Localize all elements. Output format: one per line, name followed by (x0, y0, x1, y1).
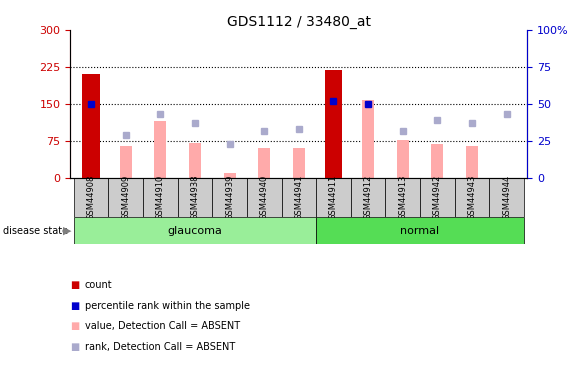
Text: GSM44910: GSM44910 (156, 175, 165, 220)
Text: GSM44938: GSM44938 (190, 175, 199, 220)
Text: ▶: ▶ (63, 226, 72, 236)
Text: value, Detection Call = ABSENT: value, Detection Call = ABSENT (85, 321, 240, 331)
Text: GSM44944: GSM44944 (502, 175, 511, 220)
Bar (420, 178, 455, 218)
Bar (362, 100, 374, 178)
Text: GSM44943: GSM44943 (468, 175, 476, 220)
Bar (397, 140, 409, 178)
Bar (316, 178, 351, 218)
Text: ■: ■ (70, 342, 80, 352)
Bar (247, 178, 281, 218)
Bar (386, 178, 420, 218)
Text: ■: ■ (70, 321, 80, 331)
Text: GSM44912: GSM44912 (364, 175, 373, 220)
Text: GSM44942: GSM44942 (433, 175, 442, 220)
Bar (143, 178, 178, 218)
Text: GSM44913: GSM44913 (398, 175, 407, 220)
Bar (120, 146, 132, 178)
Text: rank, Detection Call = ABSENT: rank, Detection Call = ABSENT (85, 342, 235, 352)
Title: GDS1112 / 33480_at: GDS1112 / 33480_at (227, 15, 371, 29)
Bar (178, 178, 212, 218)
Text: GSM44908: GSM44908 (87, 175, 96, 220)
Text: count: count (85, 280, 113, 290)
Bar (325, 70, 342, 178)
Bar (281, 178, 316, 218)
Text: ■: ■ (70, 280, 80, 290)
Text: ■: ■ (70, 301, 80, 310)
Text: GSM44911: GSM44911 (329, 175, 338, 220)
Bar (489, 178, 524, 218)
Bar (316, 217, 524, 244)
Bar (212, 178, 247, 218)
Text: GSM44941: GSM44941 (294, 175, 304, 220)
Text: GSM44939: GSM44939 (225, 175, 234, 220)
Bar (154, 121, 166, 178)
Text: GSM44940: GSM44940 (260, 175, 269, 220)
Bar (108, 178, 143, 218)
Bar (258, 148, 270, 178)
Bar (189, 144, 201, 178)
Bar (74, 178, 108, 218)
Bar (223, 173, 236, 178)
Bar (466, 146, 478, 178)
Text: percentile rank within the sample: percentile rank within the sample (85, 301, 250, 310)
Bar (455, 178, 489, 218)
Text: normal: normal (400, 226, 440, 236)
Bar (431, 144, 444, 178)
Text: GSM44909: GSM44909 (121, 175, 130, 220)
Bar (74, 217, 316, 244)
Text: disease state: disease state (3, 226, 68, 236)
Text: glaucoma: glaucoma (168, 226, 223, 236)
Bar (293, 148, 305, 178)
Bar (83, 74, 100, 178)
Bar (351, 178, 386, 218)
